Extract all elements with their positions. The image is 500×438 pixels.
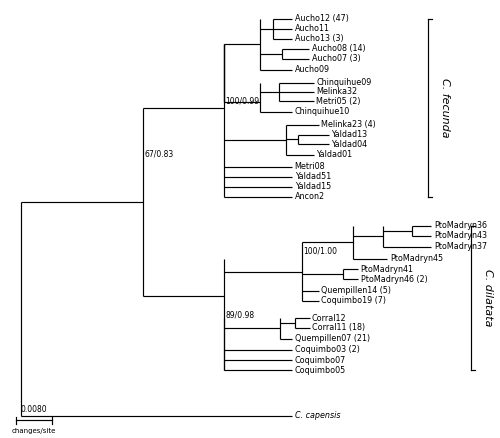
Text: Melinka32: Melinka32	[316, 88, 357, 96]
Text: Quempillen07 (21): Quempillen07 (21)	[294, 334, 370, 343]
Text: Yaldad04: Yaldad04	[331, 140, 368, 148]
Text: Yaldad15: Yaldad15	[294, 182, 331, 191]
Text: 100/1.00: 100/1.00	[304, 247, 338, 256]
Text: Quempillen14 (5): Quempillen14 (5)	[322, 286, 392, 295]
Text: PtoMadryn37: PtoMadryn37	[434, 242, 487, 251]
Text: Melinka23 (4): Melinka23 (4)	[321, 120, 376, 130]
Text: Aucho08 (14): Aucho08 (14)	[312, 44, 366, 53]
Text: Coquimbo07: Coquimbo07	[294, 356, 346, 364]
Text: Yaldad01: Yaldad01	[316, 150, 352, 159]
Text: C. fecunda: C. fecunda	[440, 78, 450, 138]
Text: Chinquihue09: Chinquihue09	[316, 78, 372, 87]
Text: C. capensis: C. capensis	[294, 411, 340, 420]
Text: Yaldad51: Yaldad51	[294, 172, 331, 181]
Text: Aucho07 (3): Aucho07 (3)	[312, 54, 360, 64]
Text: Coquimbo03 (2): Coquimbo03 (2)	[294, 345, 360, 354]
Text: Ancon2: Ancon2	[294, 192, 324, 201]
Text: 89/0.98: 89/0.98	[225, 311, 254, 320]
Text: changes/site: changes/site	[12, 428, 56, 434]
Text: Coquimbo19 (7): Coquimbo19 (7)	[322, 297, 386, 305]
Text: Aucho09: Aucho09	[294, 65, 330, 74]
Text: 67/0.83: 67/0.83	[144, 150, 174, 159]
Text: Coquimbo05: Coquimbo05	[294, 366, 346, 374]
Text: Metri05 (2): Metri05 (2)	[316, 96, 360, 106]
Text: Aucho13 (3): Aucho13 (3)	[294, 34, 343, 43]
Text: Chinquihue10: Chinquihue10	[294, 107, 350, 117]
Text: PtoMadryn45: PtoMadryn45	[390, 254, 443, 263]
Text: PtoMadryn41: PtoMadryn41	[360, 265, 414, 274]
Text: Corral11 (18): Corral11 (18)	[312, 323, 365, 332]
Text: Metri08: Metri08	[294, 162, 325, 171]
Text: PtoMadryn43: PtoMadryn43	[434, 231, 487, 240]
Text: 100/0.99: 100/0.99	[225, 97, 260, 106]
Text: Yaldad13: Yaldad13	[331, 130, 368, 139]
Text: PtoMadryn36: PtoMadryn36	[434, 222, 487, 230]
Text: Corral12: Corral12	[312, 314, 346, 323]
Text: Aucho12 (47): Aucho12 (47)	[294, 14, 348, 23]
Text: C. dilatata: C. dilatata	[482, 269, 492, 327]
Text: 0.0080: 0.0080	[20, 405, 47, 414]
Text: PtoMadryn46 (2): PtoMadryn46 (2)	[360, 275, 428, 284]
Text: Aucho11: Aucho11	[294, 24, 330, 33]
